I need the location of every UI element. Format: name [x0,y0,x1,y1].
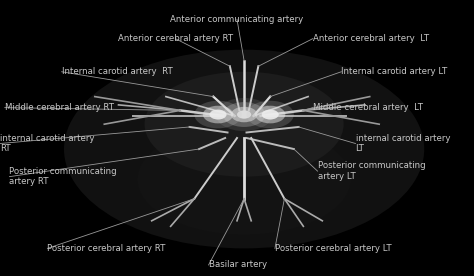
Circle shape [237,110,251,119]
Text: internal carotid artery
LT: internal carotid artery LT [356,134,450,153]
Text: Internal carotid artery  RT: Internal carotid artery RT [62,67,173,76]
Circle shape [246,101,294,128]
Circle shape [231,107,257,122]
Text: Anterior cerebral artery  LT: Anterior cerebral artery LT [313,34,429,43]
Circle shape [223,102,265,127]
Text: Posterior communicating
artery LT: Posterior communicating artery LT [318,161,425,181]
Circle shape [203,106,233,123]
Text: Posterior cerebral artery LT: Posterior cerebral artery LT [275,244,392,253]
Circle shape [216,98,273,131]
Ellipse shape [145,72,344,177]
Ellipse shape [137,124,351,235]
Ellipse shape [64,50,424,248]
Text: Basilar artery: Basilar artery [209,261,267,269]
Circle shape [262,110,279,120]
Text: Internal carotid artery LT: Internal carotid artery LT [341,67,447,76]
Text: internal carotid artery
RT: internal carotid artery RT [0,134,94,153]
Text: Middle cerebral artery RT: Middle cerebral artery RT [5,103,114,112]
Text: Middle cerebral artery  LT: Middle cerebral artery LT [313,103,423,112]
Circle shape [210,110,227,120]
Text: Anterior cerebral artery RT: Anterior cerebral artery RT [118,34,233,43]
Text: Posterior communicating
artery RT: Posterior communicating artery RT [9,167,117,186]
Circle shape [194,101,242,128]
Text: Anterior communicating artery: Anterior communicating artery [170,15,304,24]
Circle shape [255,106,285,123]
Text: Posterior cerebral artery RT: Posterior cerebral artery RT [47,244,166,253]
